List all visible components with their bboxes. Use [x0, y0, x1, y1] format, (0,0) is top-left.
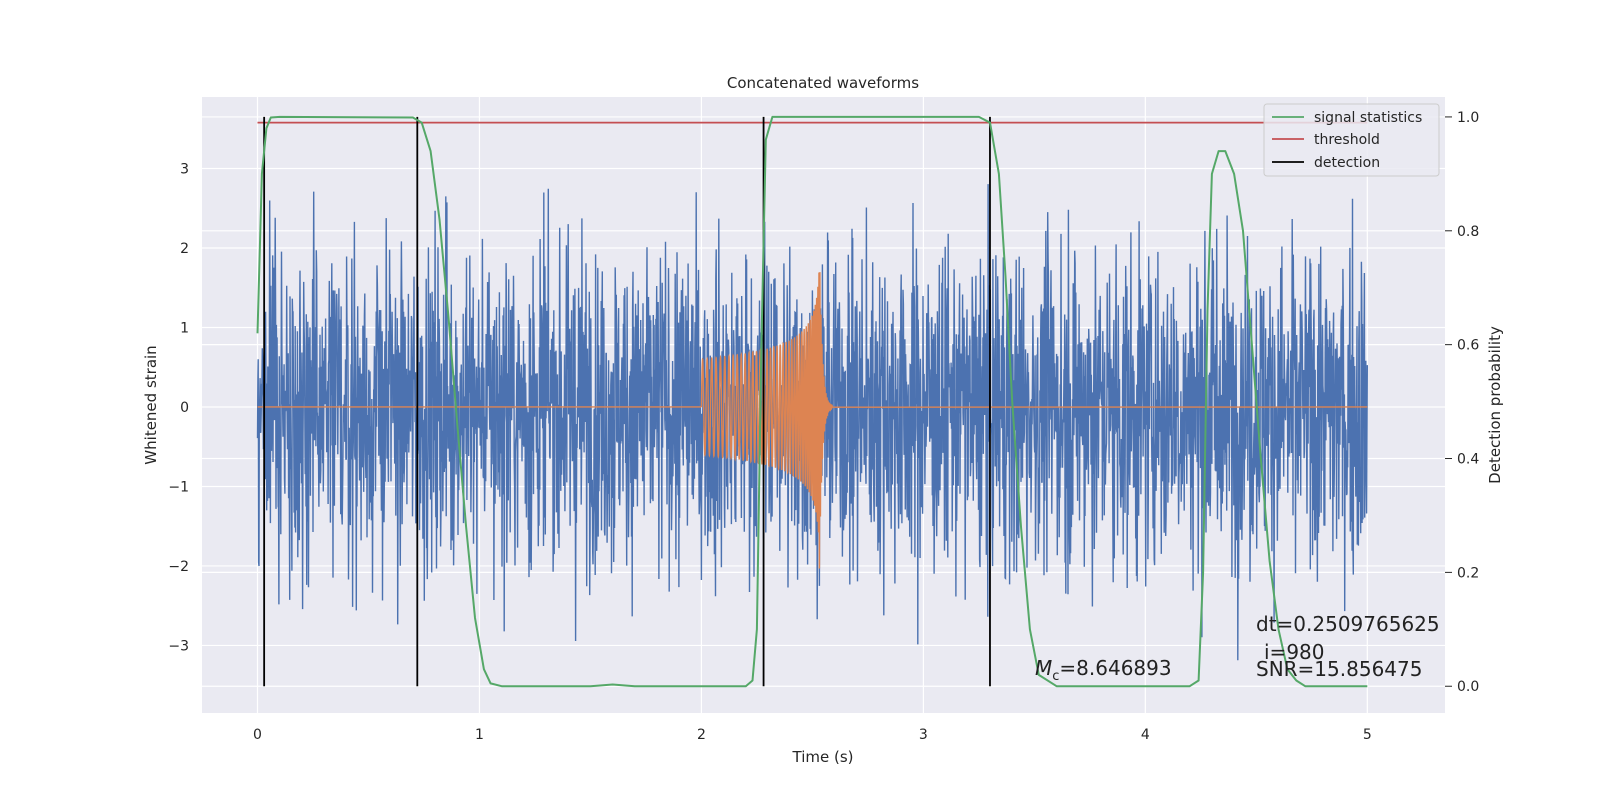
x-tick-label: 3	[919, 727, 928, 743]
y-tick-label-right: 0.2	[1457, 565, 1479, 581]
y-axis-label: Whitened strain	[142, 345, 160, 464]
x-tick-label: 0	[253, 727, 262, 743]
strain-series	[256, 184, 1368, 661]
chart-title: Concatenated waveforms	[727, 74, 919, 92]
injected-waveform-series	[257, 272, 1368, 569]
waveform-line	[257, 272, 1368, 569]
y-tick-label-right: 0.4	[1457, 452, 1479, 468]
y-axis-label-right: Detection probability	[1486, 326, 1504, 484]
signal-statistics-line	[256, 115, 1368, 688]
legend-label-signal-statistics: signal statistics	[1314, 110, 1422, 126]
y-tick-label-right: 1.0	[1457, 110, 1479, 126]
annotation-snr: SNR=15.856475	[1256, 657, 1422, 681]
legend-box	[1263, 103, 1440, 177]
strain-line	[256, 184, 1368, 661]
annotation-dt: dt=0.2509765625	[1256, 612, 1440, 636]
x-tick-label: 2	[697, 727, 706, 743]
y-tick-label: 2	[180, 241, 189, 257]
chirp-mass-subscript: c	[1052, 669, 1059, 684]
detection-series	[263, 116, 991, 687]
legend: signal statistics threshold detection	[1263, 103, 1440, 177]
x-tick-label: 5	[1363, 727, 1372, 743]
chirp-mass-value: =8.646893	[1059, 656, 1171, 680]
annotation-chirp-mass: Mc=8.646893	[1035, 656, 1172, 684]
chirp-mass-symbol: M	[1035, 656, 1052, 680]
x-tick-label: 1	[475, 727, 484, 743]
x-tick-label: 4	[1141, 727, 1150, 743]
x-axis-label: Time (s)	[792, 748, 854, 766]
y-tick-label: −2	[168, 559, 189, 575]
legend-label-threshold: threshold	[1314, 132, 1380, 148]
y-tick-label: −1	[168, 479, 189, 495]
annotation-index: i=980	[1264, 640, 1325, 664]
y-tick-label: −3	[168, 638, 189, 654]
axes: 0 1 2 3 4 5 −3 −2 −1 0 1 2 3 0.0 0.2 0.4 0.6 0.8 1.0	[168, 110, 1479, 743]
y-tick-label-right: 0.6	[1457, 338, 1479, 354]
y-tick-label: 0	[180, 400, 189, 416]
signal-statistics-series	[256, 115, 1368, 688]
y-tick-label: 1	[180, 321, 189, 337]
y-tick-label: 3	[180, 162, 189, 178]
legend-label-detection: detection	[1314, 155, 1380, 171]
y-tick-label-right: 0.8	[1457, 224, 1479, 240]
y-tick-label-right: 0.0	[1457, 679, 1479, 695]
